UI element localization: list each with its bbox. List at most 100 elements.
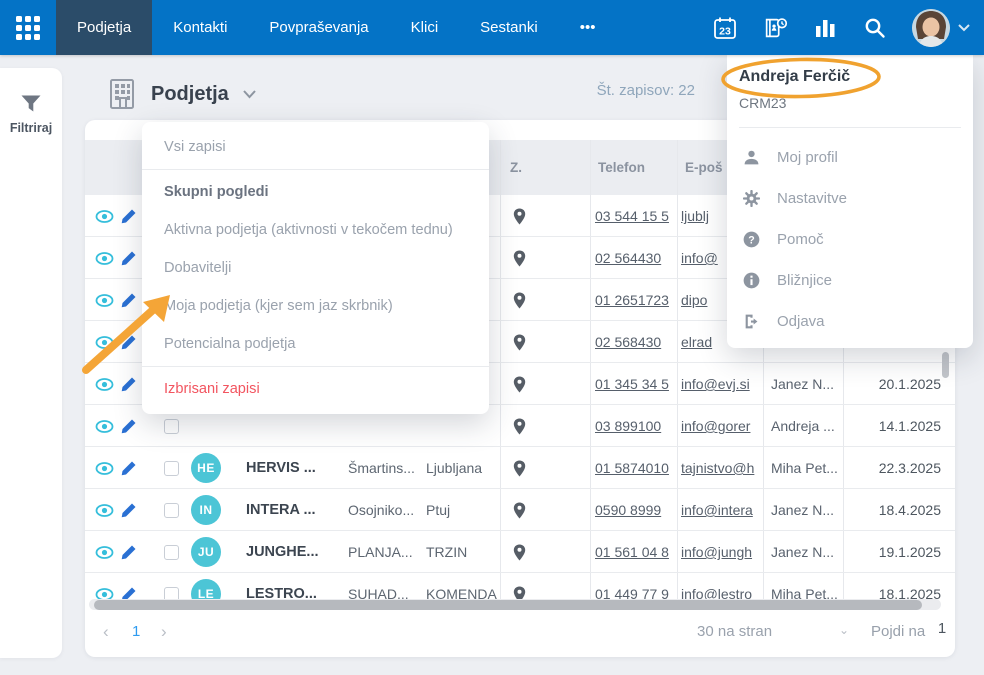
horizontal-scrollbar-thumb[interactable] bbox=[94, 599, 922, 610]
row-checkbox[interactable] bbox=[164, 460, 179, 476]
email-link[interactable]: info@gorer bbox=[681, 418, 751, 434]
edit-record-icon[interactable] bbox=[121, 237, 143, 279]
map-pin-icon[interactable] bbox=[513, 489, 533, 531]
user-menu-item[interactable]: Bližnjice bbox=[727, 260, 973, 301]
phone-link[interactable]: 0590 8999 bbox=[595, 502, 662, 518]
row-checkbox[interactable] bbox=[164, 502, 179, 518]
views-menu-item[interactable]: Dobavitelji bbox=[164, 260, 232, 276]
map-pin-icon[interactable] bbox=[513, 279, 533, 321]
view-record-icon[interactable] bbox=[95, 279, 117, 321]
nav-tab-sestanki[interactable]: Sestanki bbox=[459, 0, 559, 55]
map-pin-icon[interactable] bbox=[513, 573, 533, 599]
map-pin-icon[interactable] bbox=[513, 237, 533, 279]
nav-tab-klici[interactable]: Klici bbox=[390, 0, 460, 55]
email-link[interactable]: info@lestro bbox=[681, 586, 753, 599]
view-record-icon[interactable] bbox=[95, 573, 117, 599]
row-checkbox[interactable] bbox=[164, 544, 179, 560]
phone-link[interactable]: 03 544 15 5 bbox=[595, 208, 669, 224]
phone-link[interactable]: 02 568430 bbox=[595, 334, 662, 350]
company-name[interactable]: HERVIS ... bbox=[246, 460, 316, 476]
next-page-button[interactable]: › bbox=[161, 622, 167, 641]
company-name[interactable]: INTERA ... bbox=[246, 502, 316, 518]
views-menu-item[interactable]: Vsi zapisi bbox=[164, 139, 226, 155]
phone-link[interactable]: 03 899100 bbox=[595, 418, 662, 434]
user-avatar-button[interactable] bbox=[912, 8, 970, 47]
search-icon[interactable] bbox=[862, 15, 888, 41]
map-pin-icon[interactable] bbox=[513, 405, 533, 447]
views-menu-item[interactable]: Potencialna podjetja bbox=[164, 336, 296, 352]
vertical-scrollbar-thumb[interactable] bbox=[942, 352, 949, 378]
view-record-icon[interactable] bbox=[95, 237, 117, 279]
bar-chart-icon[interactable] bbox=[812, 15, 838, 41]
view-record-icon[interactable] bbox=[95, 405, 117, 447]
email-link[interactable]: elrad bbox=[681, 334, 713, 350]
nav-tab-[interactable]: ••• bbox=[559, 0, 617, 55]
nav-tab-kontakti[interactable]: Kontakti bbox=[152, 0, 248, 55]
map-pin-icon[interactable] bbox=[513, 321, 533, 363]
edit-record-icon[interactable] bbox=[121, 195, 143, 237]
contacts-clock-icon[interactable] bbox=[762, 15, 788, 41]
edit-record-icon[interactable] bbox=[121, 279, 143, 321]
edit-record-icon[interactable] bbox=[121, 363, 143, 405]
prev-page-button[interactable]: ‹ bbox=[103, 622, 109, 641]
user-menu-item[interactable]: Moj profil bbox=[727, 137, 973, 178]
map-pin-icon[interactable] bbox=[513, 195, 533, 237]
email-link[interactable]: info@jungh bbox=[681, 544, 753, 560]
filter-rail[interactable]: Filtriraj bbox=[0, 68, 62, 658]
email-link[interactable]: ljublj bbox=[681, 208, 710, 224]
row-checkbox[interactable] bbox=[164, 418, 179, 434]
company-name[interactable]: LESTRO... bbox=[246, 586, 317, 599]
view-record-icon[interactable] bbox=[95, 447, 117, 489]
phone-link[interactable]: 01 5874010 bbox=[595, 460, 669, 476]
email-link[interactable]: info@evj.si bbox=[681, 376, 750, 392]
horizontal-scrollbar[interactable] bbox=[89, 599, 941, 610]
apps-grid-icon[interactable] bbox=[0, 0, 56, 55]
view-record-icon[interactable] bbox=[95, 531, 117, 573]
email-link[interactable]: tajnistvo@h bbox=[681, 460, 755, 476]
user-menu-item[interactable]: ? Pomoč bbox=[727, 219, 973, 260]
view-record-icon[interactable] bbox=[95, 321, 117, 363]
company-address: Šmartins... bbox=[348, 460, 415, 476]
phone-link[interactable]: 02 564430 bbox=[595, 250, 662, 266]
map-pin-icon[interactable] bbox=[513, 363, 533, 405]
map-pin-icon[interactable] bbox=[513, 447, 533, 489]
phone-link[interactable]: 01 449 77 9 bbox=[595, 586, 669, 599]
email-link[interactable]: dipo bbox=[681, 292, 708, 308]
chevron-down-icon bbox=[958, 23, 970, 31]
row-checkbox[interactable] bbox=[164, 586, 179, 599]
per-page-select[interactable]: 30 na stran ⌄ bbox=[697, 623, 849, 640]
view-record-icon[interactable] bbox=[95, 195, 117, 237]
current-page[interactable]: 1 bbox=[132, 623, 141, 640]
edit-record-icon[interactable] bbox=[121, 573, 143, 599]
edit-record-icon[interactable] bbox=[121, 447, 143, 489]
email-link[interactable]: info@intera bbox=[681, 502, 753, 518]
goto-page-input[interactable] bbox=[931, 620, 953, 637]
views-menu-item[interactable]: Izbrisani zapisi bbox=[164, 381, 260, 397]
map-pin-icon[interactable] bbox=[513, 531, 533, 573]
column-header-email[interactable]: E-poš bbox=[685, 160, 723, 175]
phone-link[interactable]: 01 561 04 8 bbox=[595, 544, 669, 560]
edit-record-icon[interactable] bbox=[121, 531, 143, 573]
user-org: CRM23 bbox=[739, 95, 787, 111]
email-link[interactable]: info@ bbox=[681, 250, 718, 266]
page-title[interactable]: Podjetja bbox=[151, 82, 229, 105]
user-menu-item[interactable]: Nastavitve bbox=[727, 178, 973, 219]
nav-tab-podjetja[interactable]: Podjetja bbox=[56, 0, 153, 55]
edit-record-icon[interactable] bbox=[121, 489, 143, 531]
phone-link[interactable]: 01 2651723 bbox=[595, 292, 669, 308]
nav-tab-povpraevanja[interactable]: Povpraševanja bbox=[248, 0, 389, 55]
column-header-phone[interactable]: Telefon bbox=[598, 160, 645, 175]
view-record-icon[interactable] bbox=[95, 363, 117, 405]
views-menu-item[interactable]: Moja podjetja (kjer sem jaz skrbnik) bbox=[164, 298, 393, 314]
column-header-location[interactable]: Z. bbox=[510, 160, 522, 175]
edit-record-icon[interactable] bbox=[121, 405, 143, 447]
phone-link[interactable]: 01 345 34 5 bbox=[595, 376, 669, 392]
view-record-icon[interactable] bbox=[95, 489, 117, 531]
company-address: Osojniko... bbox=[348, 502, 415, 518]
user-menu-item[interactable]: Odjava bbox=[727, 301, 973, 342]
title-chevron-icon[interactable] bbox=[243, 89, 256, 99]
company-name[interactable]: JUNGHE... bbox=[246, 544, 319, 560]
views-menu-item[interactable]: Aktivna podjetja (aktivnosti v tekočem t… bbox=[164, 222, 453, 238]
calendar-icon[interactable]: 23 bbox=[712, 15, 738, 41]
edit-record-icon[interactable] bbox=[121, 321, 143, 363]
